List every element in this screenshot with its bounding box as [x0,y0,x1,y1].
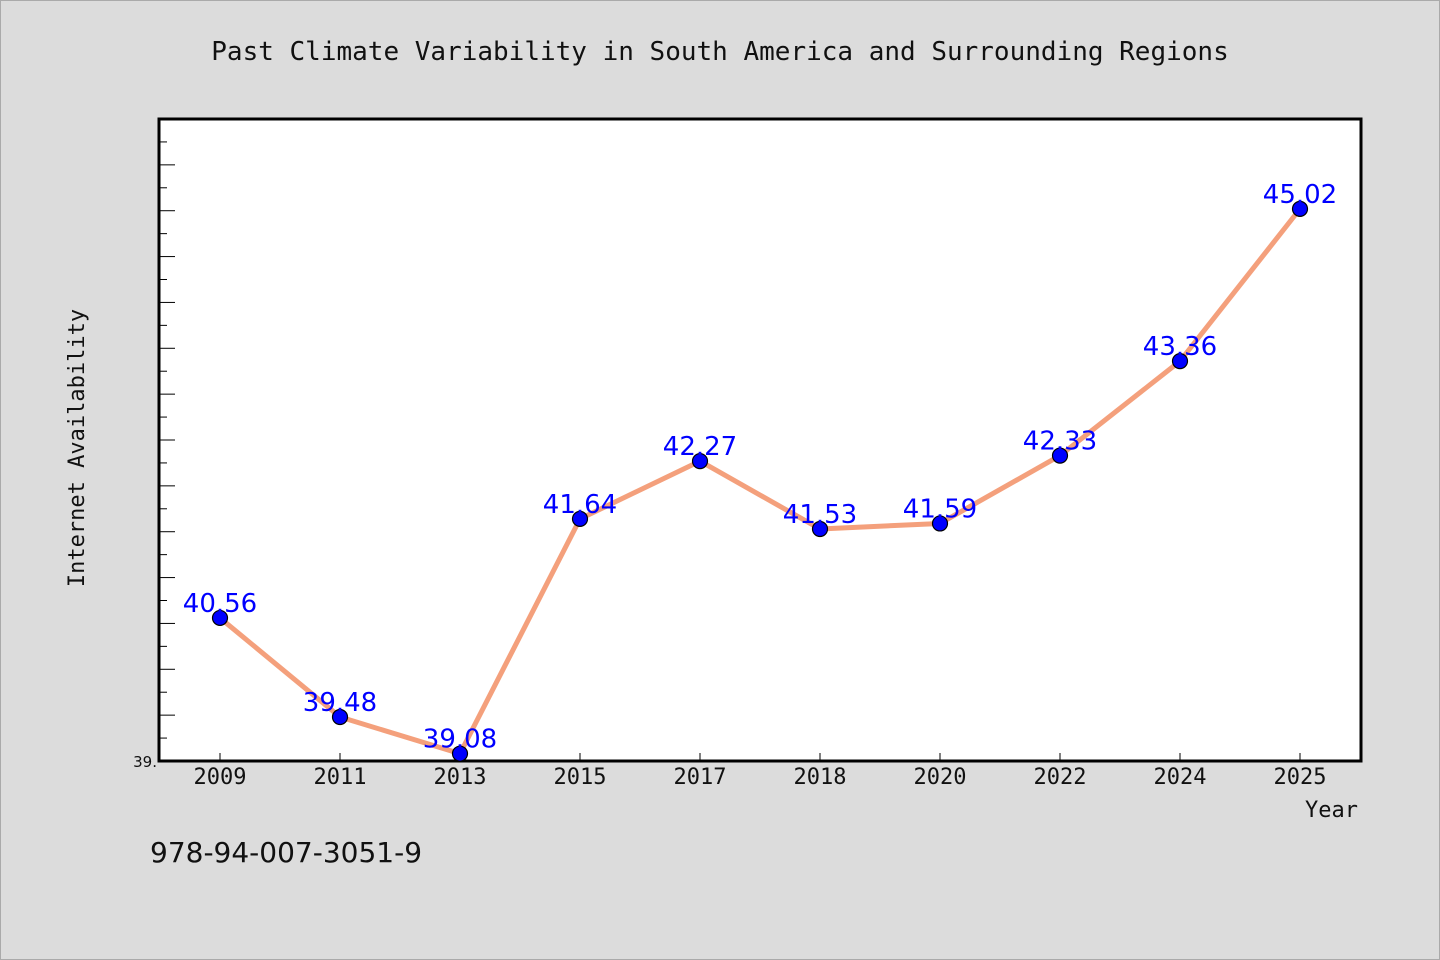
x-tick-label: 2020 [914,765,967,790]
markers-group [211,200,1309,762]
data-label: 43.36 [1143,332,1217,362]
data-label: 42.33 [1023,427,1097,457]
data-point-marker [811,520,829,538]
y-axis-ticks [159,118,175,762]
y-tick-label: 39. [133,753,157,771]
data-point-marker [211,609,229,627]
x-axis-label: Year [1305,798,1358,823]
plot-area [157,117,1363,763]
data-point-marker [1051,447,1069,464]
chart-title: Past Climate Variability in South Americ… [211,37,1228,67]
x-tick-label: 2024 [1154,765,1207,790]
data-labels-group: 40.56 39.48 39.08 41.64 42.27 41.53 41.59 42.33… [183,180,1337,755]
series-line [217,206,1303,757]
x-axis: 2009 2011 2013 2015 2017 2018 2020 2022 2024 2025 [194,753,1327,790]
series-line-group [217,206,1303,757]
data-label: 41.64 [543,490,617,520]
x-tick-label: 2013 [434,765,487,790]
data-label: 45.02 [1263,180,1337,210]
data-label: 40.56 [183,589,257,619]
x-tick-label: 2018 [794,765,847,790]
x-tick-label: 2022 [1034,765,1087,790]
data-point-marker [1291,200,1309,217]
data-label: 41.53 [783,500,857,530]
data-point-marker [451,745,469,762]
data-point-marker [931,515,949,532]
x-tick-label: 2015 [554,765,607,790]
data-label: 39.48 [303,688,377,718]
y-axis-label: Internet Availability [65,309,90,587]
data-label: 41.59 [903,494,977,524]
x-tick-label: 2009 [194,765,247,790]
data-point-marker [331,708,349,726]
x-tick-label: 2025 [1274,765,1327,790]
data-point-marker [571,510,589,527]
data-point-marker [691,452,709,470]
data-label: 42.27 [663,432,737,462]
x-tick-label: 2017 [674,765,727,790]
x-tick-label: 2011 [314,765,367,790]
isbn-text: 978-94-007-3051-9 [150,836,422,869]
data-label: 39.08 [423,725,497,755]
data-point-marker [1171,353,1189,370]
